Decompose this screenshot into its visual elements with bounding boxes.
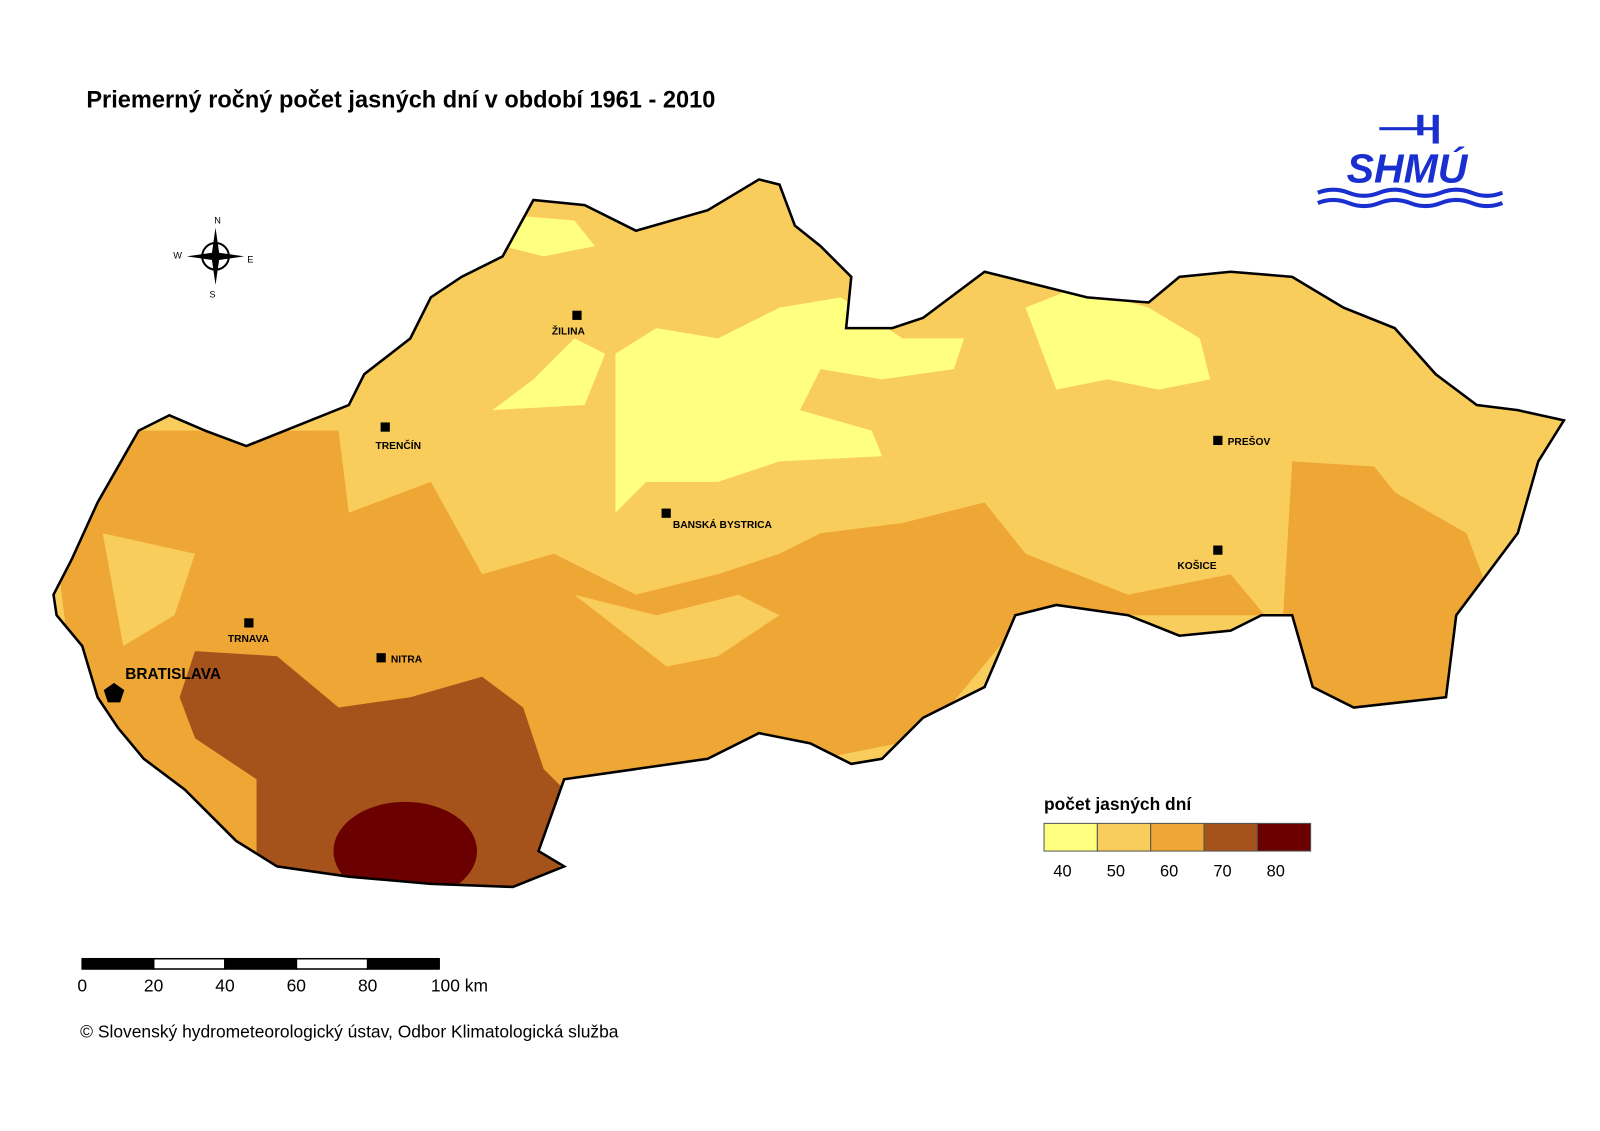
city-marker <box>572 310 582 320</box>
city-label: TRENČÍN <box>375 439 421 452</box>
compass-e: E <box>247 254 253 264</box>
zone-70 <box>179 651 575 887</box>
compass: N E S W <box>173 216 253 300</box>
scale-label: 100 km <box>431 976 488 996</box>
capital-label: BRATISLAVA <box>125 666 221 683</box>
city-label: NITRA <box>391 654 423 665</box>
copyright: © Slovenský hydrometeorologický ústav, O… <box>80 1022 619 1042</box>
scale-segment <box>295 957 369 970</box>
scale-bar: 0 20 40 60 80 100 km <box>77 957 488 996</box>
scale-segment <box>366 957 440 970</box>
scale-label: 0 <box>77 976 87 996</box>
logo-text: SHMÚ <box>1347 146 1469 192</box>
scale-segment <box>224 957 298 970</box>
city-marker <box>376 653 386 663</box>
logo: SHMÚ <box>1317 114 1504 209</box>
zone-50 <box>102 533 196 646</box>
title: Priemerný ročný počet jasných dní v obdo… <box>86 87 715 113</box>
legend-label: 60 <box>1160 863 1178 881</box>
legend-title: počet jasných dní <box>1044 794 1192 814</box>
cities: ŽILINA TRENČÍN BANSKÁ BYSTRICA PREŠOV KO… <box>103 310 1271 703</box>
compass-w: W <box>173 250 182 260</box>
city-marker <box>380 422 390 432</box>
compass-n: N <box>214 216 221 226</box>
legend: počet jasných dní 40 50 60 70 80 <box>1043 794 1312 881</box>
legend-label: 50 <box>1107 863 1125 881</box>
legend-label: 40 <box>1053 863 1071 881</box>
compass-s: S <box>209 289 215 299</box>
zone-40 <box>615 297 965 513</box>
capital-marker <box>103 682 125 703</box>
legend-swatch <box>1150 822 1205 852</box>
city-marker <box>661 508 671 518</box>
climate-zones <box>53 179 1564 887</box>
scale-segment <box>152 957 226 970</box>
city-label: BANSKÁ BYSTRICA <box>673 518 773 531</box>
city-label: PREŠOV <box>1228 435 1271 448</box>
city-label: KOŠICE <box>1177 559 1216 572</box>
zone-50 <box>574 594 780 667</box>
city-marker <box>244 618 254 628</box>
legend-label: 70 <box>1213 863 1231 881</box>
zone-40 <box>492 338 606 411</box>
scale-label: 20 <box>144 976 164 996</box>
legend-swatch <box>1256 822 1312 852</box>
zone-80 <box>333 801 478 887</box>
scale-segment <box>81 957 155 970</box>
legend-swatch <box>1043 822 1098 852</box>
city-label: TRNAVA <box>228 634 270 645</box>
legend-label: 80 <box>1267 863 1285 881</box>
zone-40 <box>1025 287 1211 390</box>
legend-swatch <box>1096 822 1152 852</box>
city-label: ŽILINA <box>552 324 586 337</box>
city-marker <box>1213 435 1223 446</box>
zone-40 <box>502 215 595 257</box>
scale-label: 80 <box>358 976 378 996</box>
legend-swatch <box>1203 822 1258 852</box>
scale-label: 60 <box>287 976 307 996</box>
scale-label: 40 <box>215 976 235 996</box>
city-marker <box>1213 545 1223 555</box>
